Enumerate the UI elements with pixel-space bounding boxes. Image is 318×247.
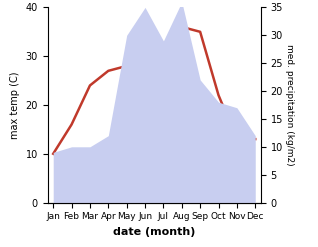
Y-axis label: max temp (C): max temp (C) [10, 71, 20, 139]
Y-axis label: med. precipitation (kg/m2): med. precipitation (kg/m2) [285, 44, 294, 166]
X-axis label: date (month): date (month) [113, 227, 196, 237]
